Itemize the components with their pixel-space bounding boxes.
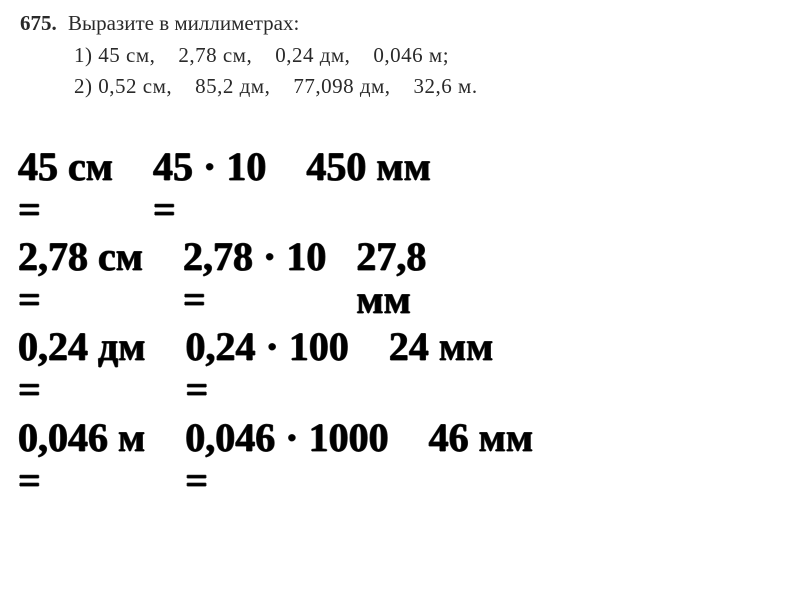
exercise-line-2: 2) 0,52 см, 85,2 дм, 77,098 дм, 32,6 м. — [74, 71, 780, 103]
expr: 45 · 10 — [153, 145, 266, 188]
solution-area: 45 см = 45 · 10 = 450 мм 2,78 см = 2,78 … — [0, 115, 800, 503]
exercise-prompt: Выразите в миллиметрах: — [68, 11, 299, 35]
lhs: 0,24 дм — [18, 325, 145, 368]
calc-row: 45 см = 45 · 10 = 450 мм — [18, 145, 782, 231]
calc-row: 0,046 м = 0,046 · 1000 = 46 мм — [18, 416, 782, 502]
eq-sign: = — [185, 368, 348, 411]
eq-sign: = — [153, 188, 266, 231]
exercise-number: 675. — [20, 8, 57, 40]
result: 27,8 — [356, 235, 426, 278]
eq-sign: = — [18, 188, 113, 231]
calc-row: 2,78 см = 2,78 · 10 = 27,8 мм — [18, 235, 782, 321]
eq-sign: = — [18, 459, 145, 502]
exercise-line-1: 1) 45 см, 2,78 см, 0,24 дм, 0,046 м; — [74, 40, 780, 72]
eq-sign: = — [185, 459, 388, 502]
expr: 0,24 · 100 — [185, 325, 348, 368]
eq-sign: = — [18, 368, 145, 411]
result: 450 мм — [306, 145, 431, 188]
exercise-block: 675. Выразите в миллиметрах: 1) 45 см, 2… — [0, 0, 800, 115]
result-unit: мм — [356, 278, 426, 321]
lhs: 45 см — [18, 145, 113, 188]
eq-sign: = — [18, 278, 143, 321]
lhs: 0,046 м — [18, 416, 145, 459]
calc-row: 0,24 дм = 0,24 · 100 = 24 мм — [18, 325, 782, 411]
result: 46 мм — [429, 416, 534, 459]
lhs: 2,78 см — [18, 235, 143, 278]
expr: 0,046 · 1000 — [185, 416, 388, 459]
expr: 2,78 · 10 — [183, 235, 326, 278]
result: 24 мм — [389, 325, 494, 368]
eq-sign: = — [183, 278, 326, 321]
